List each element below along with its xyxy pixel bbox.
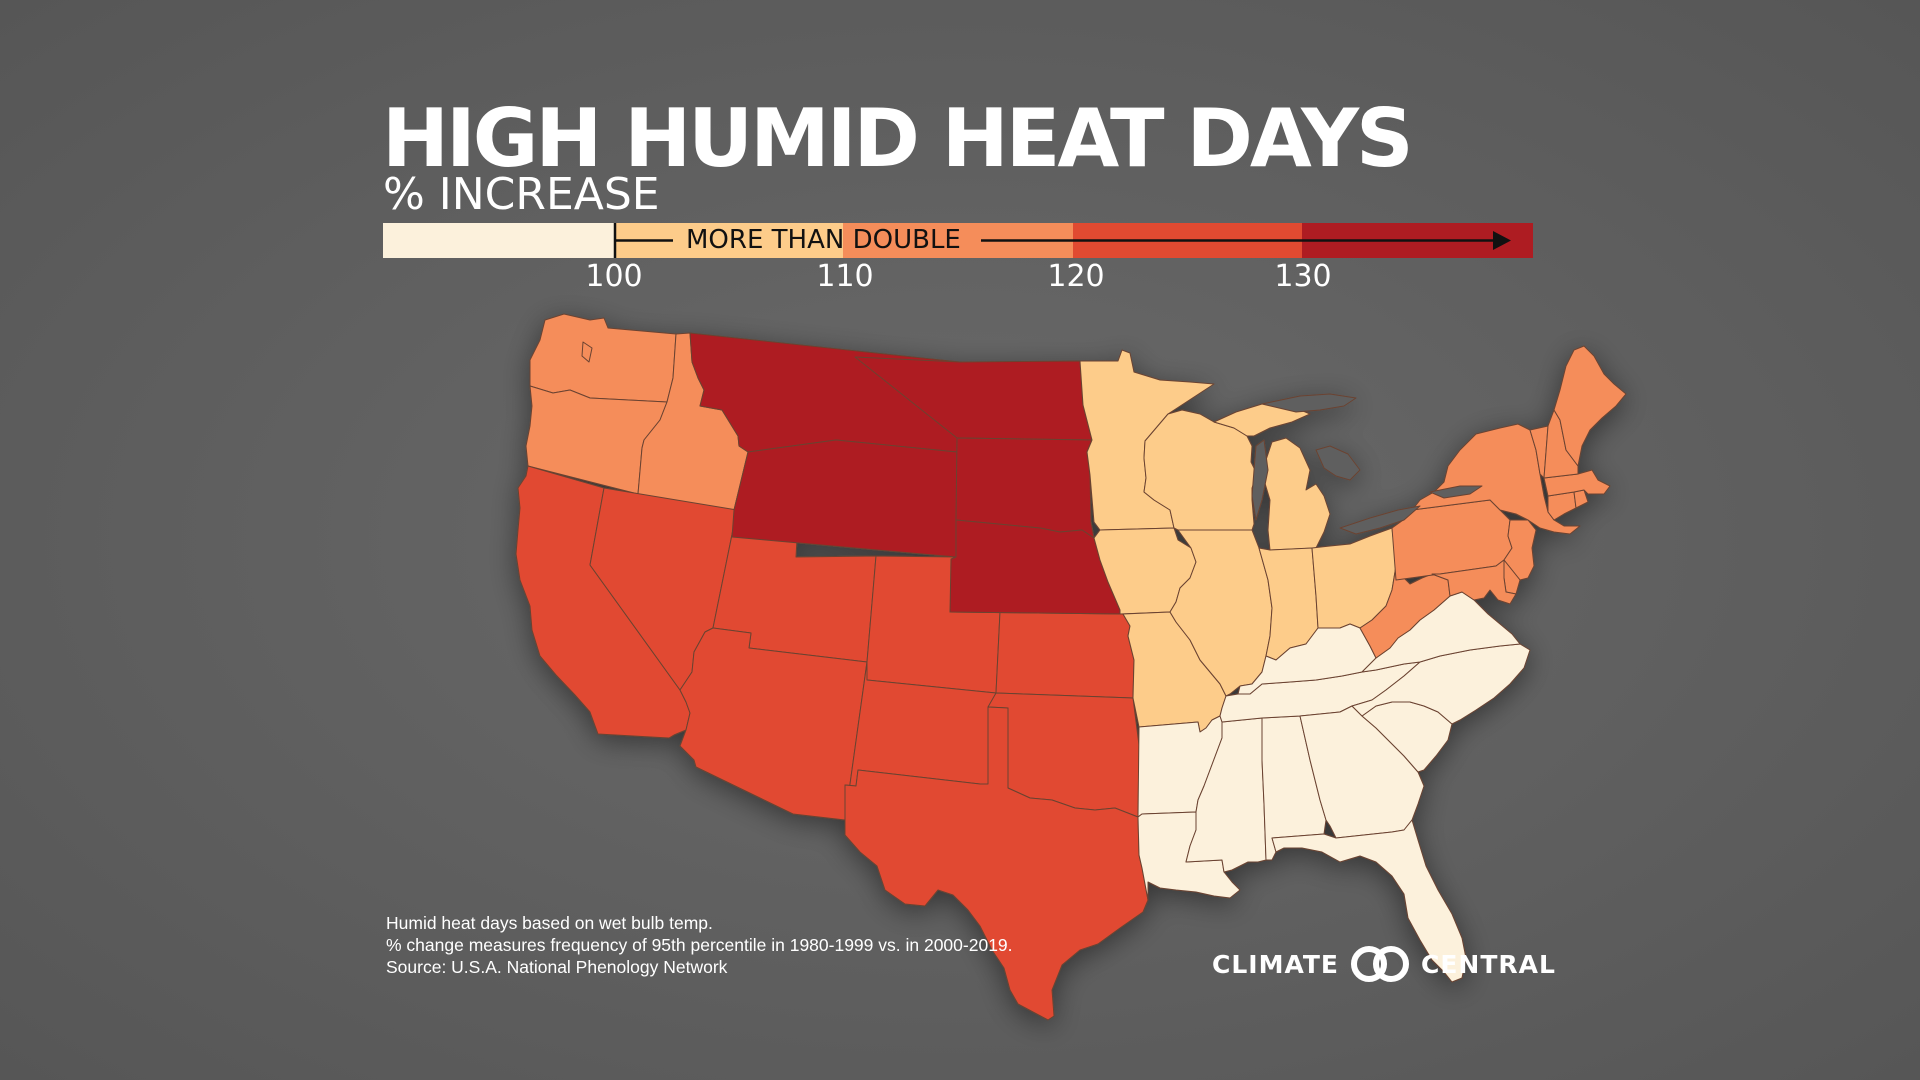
legend-annotation: MORE THAN DOUBLE (686, 225, 961, 255)
state-nc (1351, 643, 1531, 725)
state-mi (1213, 401, 1331, 551)
great-lake-4 (1339, 505, 1421, 535)
legend-tick-120: 120 (1047, 259, 1105, 294)
footnote-line-1: Humid heat days based on wet bulb temp. (386, 913, 713, 933)
state-az (679, 627, 868, 821)
state-wy (731, 439, 958, 558)
footnote-block: Humid heat days based on wet bulb temp. … (386, 912, 1013, 978)
great-lake-5 (1429, 485, 1483, 499)
logo-rings-icon (1351, 946, 1409, 982)
great-lake-3 (1315, 445, 1361, 481)
state-ct (1547, 491, 1577, 521)
logo-text-right: CENTRAL (1421, 949, 1556, 979)
state-wa (529, 313, 677, 403)
state-md (1431, 559, 1517, 605)
legend-tick-110: 110 (816, 259, 874, 294)
climate-central-logo: CLIMATE CENTRAL (1212, 944, 1556, 984)
state-me (1553, 345, 1627, 467)
state-tx (844, 706, 1149, 1021)
map-subtitle: % INCREASE (383, 169, 660, 220)
state-fl (1271, 819, 1467, 983)
legend-arrow-head (1493, 231, 1511, 250)
state-nj (1503, 519, 1537, 581)
legend-tick-100: 100 (585, 259, 643, 294)
state-ny (1405, 423, 1581, 535)
legend-bin-0 (383, 223, 614, 258)
logo-text-left: CLIMATE (1212, 949, 1339, 979)
state-ky (1237, 623, 1377, 695)
state-ri (1573, 489, 1589, 509)
great-lake-2 (1251, 439, 1269, 521)
great-lake-1 (1261, 393, 1357, 413)
map-title: HIGH HUMID HEAT DAYS (382, 92, 1414, 185)
legend-color-bar (383, 223, 1533, 258)
legend-tick-130: 130 (1274, 259, 1332, 294)
footnote-line-3: Source: U.S.A. National Phenology Networ… (386, 957, 728, 977)
footnote-line-2: % change measures frequency of 95th perc… (386, 935, 1013, 955)
